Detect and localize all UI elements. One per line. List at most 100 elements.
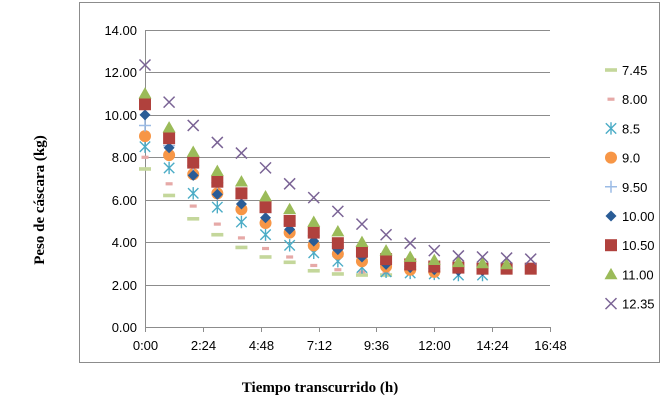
legend-item: 12.35 bbox=[604, 297, 655, 312]
data-points bbox=[138, 58, 537, 282]
x-tick-label: 16:48 bbox=[534, 338, 567, 353]
data-point bbox=[427, 253, 441, 266]
data-point bbox=[451, 255, 465, 268]
data-point bbox=[331, 205, 344, 218]
data-point bbox=[355, 235, 369, 248]
data-point bbox=[186, 145, 200, 157]
data-point bbox=[379, 244, 393, 256]
data-point bbox=[165, 182, 173, 186]
chart-frame bbox=[79, 2, 660, 363]
legend-item: 10.50 bbox=[605, 238, 655, 253]
data-point bbox=[163, 142, 175, 154]
y-tick-label: 14.00 bbox=[104, 23, 137, 38]
series-10.50 bbox=[139, 98, 537, 275]
y-tick-label: 2.00 bbox=[112, 278, 137, 293]
data-point bbox=[524, 253, 537, 266]
x-axis-title: Tiempo transcurrido (h) bbox=[242, 380, 398, 396]
data-point bbox=[286, 255, 294, 259]
legend-item: 8.5 bbox=[605, 121, 640, 136]
data-point bbox=[380, 228, 393, 241]
data-point bbox=[141, 155, 149, 159]
data-point bbox=[211, 136, 224, 149]
data-point bbox=[163, 96, 176, 109]
x-tick-labels: 0:00 2:24 4:48 7:12 9:36 12:00 14:24 16:48 bbox=[133, 338, 567, 353]
data-point bbox=[334, 268, 342, 272]
data-point bbox=[283, 177, 296, 190]
data-point bbox=[307, 268, 320, 273]
data-point bbox=[307, 191, 320, 204]
data-point bbox=[452, 249, 465, 262]
data-point bbox=[187, 156, 200, 169]
data-point bbox=[331, 237, 344, 250]
data-point bbox=[235, 187, 248, 200]
gridlines bbox=[145, 30, 550, 286]
data-point bbox=[210, 164, 224, 176]
legend-label: 8.5 bbox=[622, 121, 640, 136]
x-tick-label: 2:24 bbox=[191, 338, 216, 353]
data-point bbox=[476, 250, 489, 264]
y-tick-label: 4.00 bbox=[112, 235, 137, 250]
legend-label: 10.00 bbox=[622, 209, 655, 224]
y-tick-label: 12.00 bbox=[104, 65, 137, 80]
data-point bbox=[259, 228, 272, 241]
data-point bbox=[605, 68, 617, 72]
data-point bbox=[524, 262, 537, 275]
data-point bbox=[605, 180, 617, 193]
legend-label: 12.35 bbox=[622, 297, 655, 312]
data-point bbox=[162, 121, 176, 133]
legend-label: 11.00 bbox=[622, 267, 654, 282]
data-point bbox=[139, 167, 151, 171]
data-point bbox=[259, 161, 272, 174]
data-point bbox=[404, 237, 417, 250]
data-point bbox=[235, 147, 248, 160]
data-point bbox=[262, 246, 270, 251]
data-point bbox=[211, 188, 223, 200]
data-point bbox=[189, 204, 197, 208]
data-point bbox=[500, 252, 513, 265]
legend-label: 9.0 bbox=[622, 151, 640, 166]
data-point bbox=[307, 226, 320, 239]
data-point bbox=[237, 236, 245, 240]
data-point bbox=[163, 149, 176, 162]
legend-item: 9.0 bbox=[605, 151, 640, 166]
data-point bbox=[283, 260, 296, 265]
y-tick-label: 10.00 bbox=[104, 108, 137, 123]
data-point bbox=[428, 244, 441, 257]
data-point bbox=[331, 272, 344, 276]
x-tick-label: 7:12 bbox=[307, 338, 332, 353]
data-point bbox=[139, 140, 151, 153]
series-12.35 bbox=[138, 58, 537, 266]
axes bbox=[145, 30, 551, 332]
data-point bbox=[139, 109, 151, 121]
data-point bbox=[139, 130, 151, 143]
legend-item: 9.50 bbox=[605, 180, 647, 195]
y-tick-label: 6.00 bbox=[112, 193, 137, 208]
legend-item: 10.00 bbox=[605, 209, 655, 224]
legend-label: 9.50 bbox=[622, 180, 647, 195]
data-point bbox=[211, 200, 224, 214]
series-11.00 bbox=[138, 87, 514, 270]
data-point bbox=[187, 187, 199, 200]
data-point bbox=[139, 119, 151, 132]
legend-item: 7.45 bbox=[605, 63, 647, 78]
legend-label: 8.00 bbox=[622, 92, 647, 107]
data-point bbox=[235, 245, 248, 250]
data-point bbox=[187, 169, 199, 181]
data-point bbox=[187, 119, 200, 132]
data-point bbox=[283, 239, 296, 252]
y-tick-labels: 0.00 2.00 4.00 6.00 8.00 10.00 12.00 14.00 bbox=[104, 23, 137, 335]
data-point bbox=[138, 58, 152, 72]
data-point bbox=[355, 218, 368, 231]
data-point bbox=[310, 263, 318, 268]
data-point bbox=[163, 132, 176, 145]
legend-label: 10.50 bbox=[622, 238, 655, 253]
data-point bbox=[213, 222, 221, 226]
x-tick-label: 12:00 bbox=[418, 338, 451, 353]
data-point bbox=[163, 193, 176, 198]
data-point bbox=[259, 201, 272, 214]
data-point bbox=[259, 190, 273, 202]
data-point bbox=[187, 217, 200, 221]
data-point bbox=[163, 161, 175, 175]
data-point bbox=[607, 97, 615, 101]
